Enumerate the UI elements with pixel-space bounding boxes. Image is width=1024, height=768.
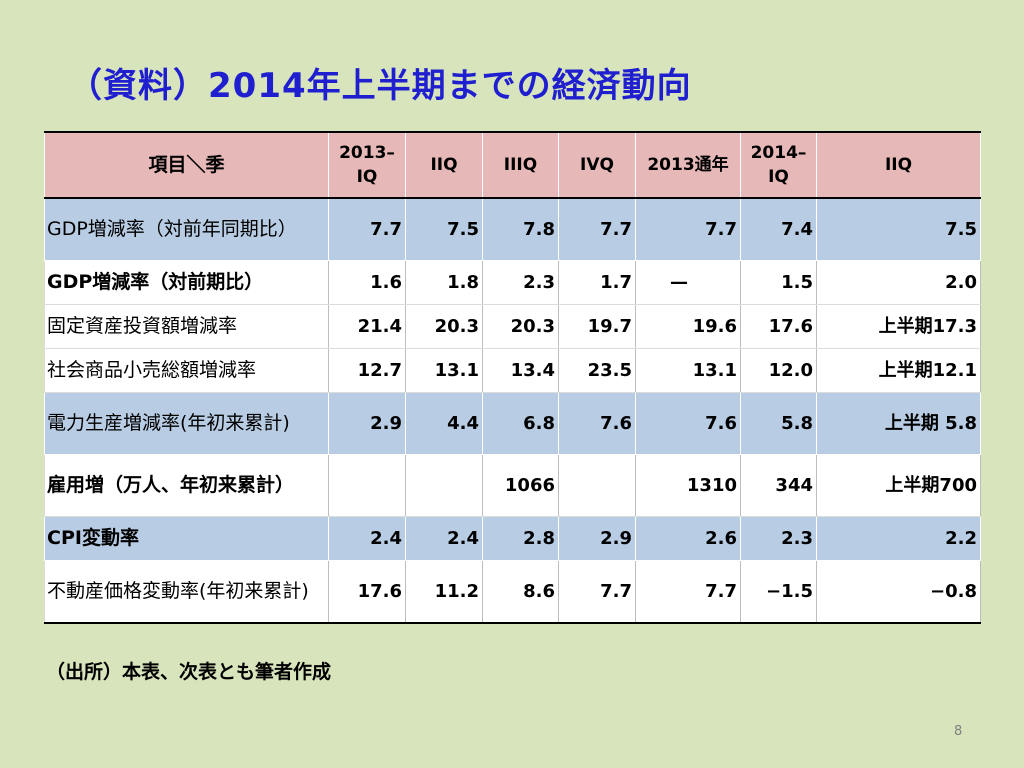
table-row: 社会商品小売総額増減率 12.7 13.1 13.4 23.5 13.1 12.… — [44, 348, 981, 393]
table-cell: 7.6 — [558, 392, 636, 455]
table-cell: 344 — [740, 454, 817, 517]
table-cell: 7.4 — [740, 197, 817, 261]
table-row: GDP増減率（対前年同期比） 7.7 7.5 7.8 7.7 7.7 7.4 7… — [44, 197, 981, 261]
table-row: GDP増減率（対前期比） 1.6 1.8 2.3 1.7 — 1.5 2.0 — [44, 260, 981, 305]
table-cell — [328, 454, 406, 517]
table-header-row: 項目＼季 2013–IQ IIQ IIIQ IVQ 2013通年 2014–IQ… — [44, 131, 981, 199]
header-cell: 2013–IQ — [328, 131, 406, 199]
table-cell — [558, 454, 636, 517]
header-cell: IIQ — [405, 131, 483, 199]
table-cell: 上半期 5.8 — [816, 392, 981, 455]
table-cell: −0.8 — [816, 560, 981, 624]
table-cell: 7.6 — [635, 392, 741, 455]
header-cell: 2014–IQ — [740, 131, 817, 199]
row-label: 固定資産投資額増減率 — [44, 304, 329, 349]
header-cell: IVQ — [558, 131, 636, 199]
header-cell: IIIQ — [482, 131, 559, 199]
table-cell: 2.4 — [328, 516, 406, 561]
table-cell: 13.4 — [482, 348, 559, 393]
table-cell: — — [635, 260, 741, 305]
table-row: 電力生産増減率(年初来累計) 2.9 4.4 6.8 7.6 7.6 5.8 上… — [44, 392, 981, 455]
table-cell: 13.1 — [405, 348, 483, 393]
table-cell: 7.8 — [482, 197, 559, 261]
table-cell: 23.5 — [558, 348, 636, 393]
table-cell: 7.7 — [328, 197, 406, 261]
row-label: 社会商品小売総額増減率 — [44, 348, 329, 393]
table-cell: 11.2 — [405, 560, 483, 624]
table-cell: 上半期12.1 — [816, 348, 981, 393]
row-label: 雇用増（万人、年初来累計） — [44, 454, 329, 517]
table-cell: 13.1 — [635, 348, 741, 393]
table-row: 不動産価格変動率(年初来累計) 17.6 11.2 8.6 7.7 7.7 −1… — [44, 560, 981, 624]
table-cell: 1310 — [635, 454, 741, 517]
row-label: 不動産価格変動率(年初来累計) — [44, 560, 329, 624]
table-cell: 8.6 — [482, 560, 559, 624]
table-cell: 7.7 — [558, 560, 636, 624]
table-cell: 1.6 — [328, 260, 406, 305]
table-cell: 20.3 — [482, 304, 559, 349]
table-cell: 7.7 — [558, 197, 636, 261]
table-cell: 6.8 — [482, 392, 559, 455]
table-row: 雇用増（万人、年初来累計） 1066 1310 344 上半期700 — [44, 454, 981, 517]
table-row: CPI変動率 2.4 2.4 2.8 2.9 2.6 2.3 2.2 — [44, 516, 981, 561]
header-cell: 項目＼季 — [44, 131, 329, 199]
table-cell: 2.9 — [558, 516, 636, 561]
table-cell: 上半期700 — [816, 454, 981, 517]
table-cell: 2.0 — [816, 260, 981, 305]
table-cell: 2.3 — [482, 260, 559, 305]
table-cell: 2.4 — [405, 516, 483, 561]
row-label: GDP増減率（対前期比） — [44, 260, 329, 305]
table-cell: 1066 — [482, 454, 559, 517]
table-cell: 7.7 — [635, 197, 741, 261]
table-cell — [405, 454, 483, 517]
table-cell: 12.0 — [740, 348, 817, 393]
table-cell: 7.5 — [405, 197, 483, 261]
table-cell: 17.6 — [328, 560, 406, 624]
table-cell: 4.4 — [405, 392, 483, 455]
table-cell: 1.5 — [740, 260, 817, 305]
row-label: GDP増減率（対前年同期比） — [44, 197, 329, 261]
page-title: （資料）2014年上半期までの経済動向 — [68, 66, 692, 106]
table-cell: 19.6 — [635, 304, 741, 349]
table-cell: 5.8 — [740, 392, 817, 455]
row-label: CPI変動率 — [44, 516, 329, 561]
table-cell: 21.4 — [328, 304, 406, 349]
table-cell: 12.7 — [328, 348, 406, 393]
table-cell: 2.8 — [482, 516, 559, 561]
header-cell: 2013通年 — [635, 131, 741, 199]
source-note: （出所）本表、次表とも筆者作成 — [46, 661, 332, 683]
table-cell: 19.7 — [558, 304, 636, 349]
economic-indicators-table: 項目＼季 2013–IQ IIQ IIIQ IVQ 2013通年 2014–IQ… — [44, 131, 981, 624]
table-cell: 17.6 — [740, 304, 817, 349]
table-cell: 2.9 — [328, 392, 406, 455]
table-cell: 7.5 — [816, 197, 981, 261]
table-cell: 1.8 — [405, 260, 483, 305]
row-label: 電力生産増減率(年初来累計) — [44, 392, 329, 455]
table-row: 固定資産投資額増減率 21.4 20.3 20.3 19.7 19.6 17.6… — [44, 304, 981, 349]
table-cell: −1.5 — [740, 560, 817, 624]
table-cell: 2.6 — [635, 516, 741, 561]
table-cell: 2.3 — [740, 516, 817, 561]
table-cell: 2.2 — [816, 516, 981, 561]
table-cell: 20.3 — [405, 304, 483, 349]
table-cell: 7.7 — [635, 560, 741, 624]
table-cell: 上半期17.3 — [816, 304, 981, 349]
page-number: 8 — [954, 724, 963, 739]
table-cell: 1.7 — [558, 260, 636, 305]
header-cell: IIQ — [816, 131, 981, 199]
